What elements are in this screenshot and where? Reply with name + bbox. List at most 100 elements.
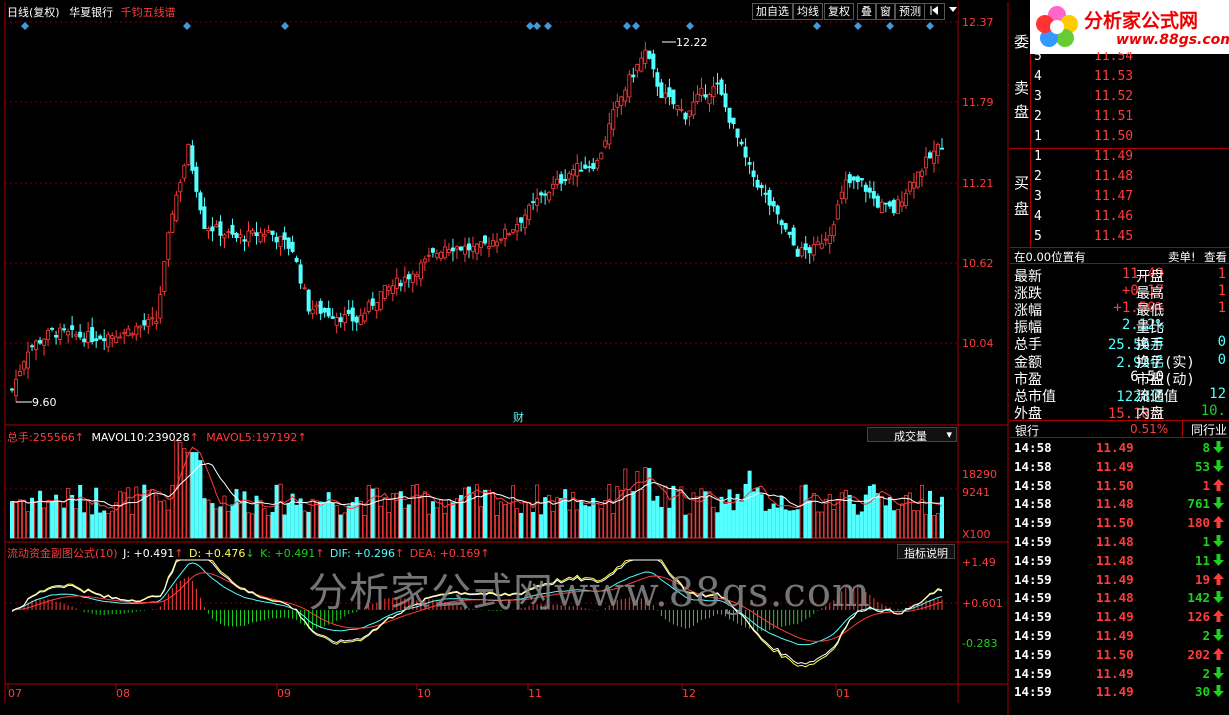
volume-bar xyxy=(430,501,435,539)
tick-row[interactable]: 14:58 11.48 761 xyxy=(1014,496,1226,515)
tab-same-industry[interactable]: 同行业 xyxy=(1182,420,1227,438)
indicator-name[interactable]: 千钧五线谱 xyxy=(120,6,176,19)
window-button[interactable]: 窗 xyxy=(876,3,895,20)
overlay-button[interactable]: 叠 xyxy=(857,3,876,20)
tick-row[interactable]: 14:59 11.48 1 xyxy=(1014,534,1226,553)
candle-body xyxy=(495,241,500,247)
stat-row: 金额 2.93亿 换手(实) 0 xyxy=(1014,352,1226,371)
stat-value: 0 xyxy=(1217,334,1226,351)
tick-row[interactable]: 14:59 11.49 19 xyxy=(1014,572,1226,591)
volume-bar xyxy=(719,496,724,539)
x-axis-label: 12 xyxy=(682,687,696,700)
restore-button[interactable]: 复权 xyxy=(824,3,854,20)
tick-row[interactable]: 14:59 11.48 142 xyxy=(1014,590,1226,609)
indicator-explain-button[interactable]: 指标说明 xyxy=(897,544,955,560)
tick-time: 14:59 xyxy=(1014,571,1052,587)
sector-name[interactable]: 银行 xyxy=(1015,424,1040,438)
volume-bar xyxy=(362,514,367,539)
candle-body xyxy=(899,201,904,207)
ask-row[interactable]: 2 11.51 xyxy=(1034,109,1134,124)
tick-row[interactable]: 14:59 11.49 126 xyxy=(1014,609,1226,628)
volume-bar xyxy=(859,511,864,539)
volume-bar xyxy=(394,492,399,539)
ask-row[interactable]: 1 11.50 xyxy=(1034,129,1134,144)
volume-bar xyxy=(410,485,415,539)
volume-bar xyxy=(382,497,387,539)
candle-body xyxy=(551,183,556,190)
candle-body xyxy=(258,232,263,243)
candle-body xyxy=(559,174,564,184)
volume-bar xyxy=(342,512,347,539)
volume-bar xyxy=(406,504,411,539)
sell-order-link[interactable]: 卖单! xyxy=(1168,250,1196,264)
tick-row[interactable]: 14:58 11.49 8 xyxy=(1014,440,1226,459)
candle-body xyxy=(302,287,307,290)
tick-row[interactable]: 14:59 11.49 30 xyxy=(1014,684,1226,703)
stat-row: 振幅 2.12% 量比 xyxy=(1014,317,1226,336)
finance-marker[interactable]: 财 xyxy=(513,410,524,424)
ma-line-button[interactable]: 均线 xyxy=(793,3,823,20)
tick-row[interactable]: 14:59 11.50 202 xyxy=(1014,647,1226,666)
candle-body xyxy=(34,340,39,350)
candle-body xyxy=(519,217,524,223)
bid-row[interactable]: 2 11.48 xyxy=(1034,169,1134,184)
arrow-up-icon xyxy=(1213,647,1224,663)
candlesticks[interactable] xyxy=(9,42,945,403)
period-label[interactable]: 日线(复权) xyxy=(7,6,60,19)
volume-bar xyxy=(462,487,467,539)
check-link[interactable]: 查看 xyxy=(1204,250,1227,264)
candle-body xyxy=(210,226,215,232)
stat-value: 1 xyxy=(1217,283,1226,300)
info-bar: 在0.00位置有 卖单! 查看 xyxy=(1010,247,1229,264)
volume-bar xyxy=(442,512,447,539)
candle-body xyxy=(915,171,920,188)
candle-body xyxy=(547,191,552,201)
ask-row[interactable]: 4 11.53 xyxy=(1034,69,1134,84)
dropdown-icon[interactable] xyxy=(946,3,958,20)
volume-selector[interactable]: 成交量 ▾ xyxy=(867,427,957,443)
volume-bars[interactable] xyxy=(9,440,945,539)
ask-row[interactable]: 5 11.54 xyxy=(1034,52,1134,64)
mavol5-value: 197192 xyxy=(255,431,298,444)
site-logo: 分析家公式网 www.88gs.com xyxy=(1030,0,1229,54)
ask-row[interactable]: 3 11.52 xyxy=(1034,89,1134,104)
event-markers xyxy=(21,22,934,30)
indicator-name[interactable]: 流动资金副图公式(10) xyxy=(7,547,118,560)
tick-row[interactable]: 14:58 11.50 1 xyxy=(1014,478,1226,497)
arrow-down-icon xyxy=(1213,459,1224,475)
bid-row[interactable]: 3 11.47 xyxy=(1034,189,1134,204)
candle-body xyxy=(703,94,708,98)
tick-row[interactable]: 14:59 11.48 11 xyxy=(1014,553,1226,572)
stat-value: 2.93亿 xyxy=(1116,354,1164,371)
tick-row[interactable]: 14:59 11.50 180 xyxy=(1014,515,1226,534)
sector-pct: 0.51% xyxy=(1130,422,1169,436)
bid-row[interactable]: 5 11.45 xyxy=(1034,229,1134,244)
volume-bar xyxy=(386,512,391,539)
candle-body xyxy=(847,174,852,184)
arrow-menu-icon[interactable] xyxy=(924,3,945,20)
add-fav-button[interactable]: 加自选 xyxy=(752,3,793,20)
volume-bar xyxy=(390,493,395,539)
volume-bar xyxy=(458,495,463,539)
volume-bar xyxy=(34,501,39,539)
bid-row[interactable]: 4 11.46 xyxy=(1034,209,1134,224)
volume-bar xyxy=(691,492,696,539)
candle-body xyxy=(675,105,680,111)
volume-bar xyxy=(202,498,207,539)
tick-row[interactable]: 14:59 11.49 2 xyxy=(1014,666,1226,685)
volume-bar xyxy=(434,507,439,539)
forecast-button[interactable]: 预测 xyxy=(895,3,925,20)
volume-bar xyxy=(703,491,708,539)
stat-label: 换手(实) xyxy=(1136,354,1195,371)
tick-row[interactable]: 14:59 11.49 2 xyxy=(1014,628,1226,647)
tick-row[interactable]: 14:58 11.49 53 xyxy=(1014,459,1226,478)
tick-volume: 19 xyxy=(1194,571,1210,587)
chart-canvas[interactable]: 12.22 9.60 财 xyxy=(0,0,1010,715)
candle-body xyxy=(66,331,71,336)
volume-bar xyxy=(298,498,303,539)
candle-body xyxy=(358,314,363,325)
bid-row[interactable]: 1 11.49 xyxy=(1034,149,1134,164)
price-axis-label: 11.79 xyxy=(962,96,994,109)
stat-value: +0.17 xyxy=(1121,283,1164,300)
volume-bar xyxy=(318,501,323,539)
